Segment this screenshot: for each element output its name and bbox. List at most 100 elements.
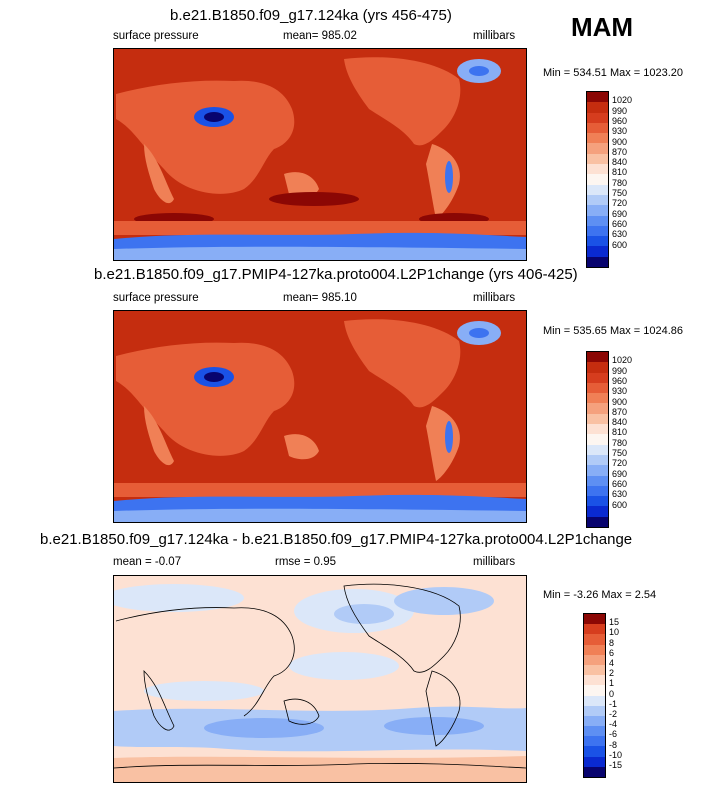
panel-1-colorbar-tick-label: 960 <box>612 115 628 126</box>
panel-1-colorbar-swatch <box>587 143 608 154</box>
panel-1-colorbar-swatch <box>587 133 608 144</box>
panel-1-colorbar-tick-label: 630 <box>612 229 628 240</box>
panel-3-colorbar-tick-label: -8 <box>609 739 618 750</box>
panel-1-colorbar-swatch <box>587 122 608 134</box>
panel-2-tibet-core <box>204 372 224 382</box>
panel-2-colorbar-tick-label: 600 <box>612 499 628 510</box>
panel-2-antarctica-plateau <box>114 508 526 522</box>
panel-1-north-america-land <box>344 57 461 146</box>
panel-2-colorbar-tick-label: 630 <box>612 489 628 500</box>
panel-1-colorbar-swatch <box>587 112 608 123</box>
panel-2-mean-label: mean= 985.10 <box>283 292 357 304</box>
panel-1-colorbar-tick-label: 690 <box>612 208 628 219</box>
panel-2-map <box>113 310 527 523</box>
panel-2-colorbar-swatch <box>587 372 608 383</box>
panel-3-tropical-pacific-anomaly <box>289 652 399 680</box>
panel-2-colorbar-tick-label: 780 <box>612 437 628 448</box>
panel-3-colorbar-tick-label: -1 <box>609 698 618 709</box>
panel-1-colorbar-tick-label: 870 <box>612 146 628 157</box>
panel-3-rmse-label: rmse = 0.95 <box>275 556 337 568</box>
panel-3-north-pacific-core <box>334 604 394 624</box>
panel-2-title: b.e21.B1850.f09_g17.PMIP4-127ka.proto004… <box>94 266 578 283</box>
panel-3-colorbar-swatch <box>584 644 605 655</box>
panel-2-colorbar-swatches <box>586 351 609 529</box>
panel-3-title: b.e21.B1850.f09_g17.124ka - b.e21.B1850.… <box>40 531 633 548</box>
panel-1-colorbar-swatch <box>587 194 608 206</box>
panel-1-tibet-core <box>204 112 224 122</box>
panel-2-colorbar-tick-label: 900 <box>612 396 628 407</box>
panel-1-colorbar-swatch <box>587 246 608 257</box>
panel-1-southern-ocean-band <box>114 221 526 235</box>
panel-2-colorbar-swatch <box>587 496 608 507</box>
panel-1-colorbar-tick-label: 930 <box>612 126 628 137</box>
panel-3-antarctic-positive-band <box>114 756 526 782</box>
panel-1-title: b.e21.B1850.f09_g17.124ka (yrs 456-475) <box>170 7 452 24</box>
panel-1-greenland-core <box>469 66 489 76</box>
panel-3-colorbar-swatch <box>584 634 605 645</box>
panel-2-colorbar-swatch <box>587 424 608 435</box>
panel-1-colorbar-tick-label: 660 <box>612 218 628 229</box>
panel-2-colorbar-swatch <box>587 465 608 476</box>
panel-3-colorbar-swatch <box>584 715 605 727</box>
panel-1-colorbar-tick-label: 600 <box>612 239 628 250</box>
panel-1-colorbar-swatch <box>587 236 608 247</box>
panel-2-colorbar-tick-label: 690 <box>612 468 628 479</box>
panel-2-north-america-land <box>344 319 461 408</box>
panel-1-colorbar-swatch <box>587 205 608 216</box>
panel-1-mean-label: mean= 985.02 <box>283 30 357 42</box>
panel-3-southern-atlantic-core <box>384 717 484 735</box>
panel-3-coastlines <box>114 583 526 769</box>
panel-2-colorbar-tick-label: 660 <box>612 478 628 489</box>
panel-3-colorbar-swatches <box>583 613 606 779</box>
panel-3-colorbar-tick-label: 6 <box>609 647 615 658</box>
panel-3-colorbar-swatch <box>584 685 605 696</box>
panel-2-colorbar-swatch <box>587 362 608 373</box>
panel-2-colorbar-swatch <box>587 444 608 455</box>
panel-3-colorbar-tick-label: -2 <box>609 709 618 719</box>
panel-1-minmax-label: Min = 534.51 Max = 1023.20 <box>543 67 684 79</box>
panel-1-map-svg <box>114 49 526 260</box>
panel-2-andes-low <box>445 421 453 453</box>
panel-3-units-label: millibars <box>473 556 516 568</box>
panel-2-greenland-core <box>469 328 489 338</box>
panel-3-colorbar-swatch <box>584 756 605 767</box>
panel-2-colorbar-tick-label: 840 <box>612 417 628 428</box>
panel-1-map <box>113 48 527 261</box>
panel-2-colorbar-tick-label: 990 <box>612 365 628 376</box>
panel-1-colorbar-tick-label: 900 <box>612 136 628 147</box>
panel-3-colorbar-swatch <box>584 654 605 665</box>
panel-3-colorbar-tick-label: -15 <box>609 760 623 770</box>
panel-3-colorbar-swatch <box>584 695 605 706</box>
panel-2-variable-label: surface pressure <box>113 292 199 304</box>
panel-2-colorbar-swatch <box>587 352 608 363</box>
panel-1-colorbar-tick-label: 990 <box>612 105 628 116</box>
panel-1-colorbar-swatch <box>587 184 608 195</box>
panel-1-colorbar-tick-label: 750 <box>612 188 628 198</box>
panel-2-colorbar-swatch <box>587 413 608 425</box>
panel-2-colorbar-tick-label: 960 <box>612 375 628 386</box>
panel-2-colorbar-tick-label: 810 <box>612 427 628 438</box>
panel-3-colorbar-swatch <box>584 746 605 757</box>
panel-1-colorbar-swatch <box>587 102 608 113</box>
panel-3-colorbar-swatch <box>584 664 605 676</box>
panel-3-map <box>113 575 527 783</box>
panel-2-colorbar-swatch <box>587 382 608 394</box>
panel-2-colorbar-swatch <box>587 516 608 528</box>
panel-2-colorbar-swatch <box>587 506 608 517</box>
panel-3-map-svg <box>114 576 526 782</box>
panel-3-colorbar-tick-label: -6 <box>609 729 618 740</box>
panel-3-southern-ocean-core <box>204 718 324 738</box>
panel-2-colorbar-swatch <box>587 434 608 445</box>
panel-1-colorbar-swatch <box>587 174 608 185</box>
panel-3-colorbar-tick-label: -4 <box>609 719 618 730</box>
panel-1-colorbar-tick-label: 1020 <box>612 95 633 106</box>
panel-1-andes-low <box>445 161 453 193</box>
panel-2-colorbar-tick-label: 870 <box>612 406 628 417</box>
panel-2-australia-land <box>284 434 319 460</box>
panel-1-colorbar-swatch <box>587 225 608 237</box>
panel-2-colorbar-swatch <box>587 393 608 404</box>
panel-3-colorbar-tick-label: -10 <box>609 749 623 760</box>
panel-3-colorbar-swatch <box>584 624 605 635</box>
season-label: MAM <box>571 12 634 42</box>
panel-1-colorbar-swatches <box>586 91 609 269</box>
